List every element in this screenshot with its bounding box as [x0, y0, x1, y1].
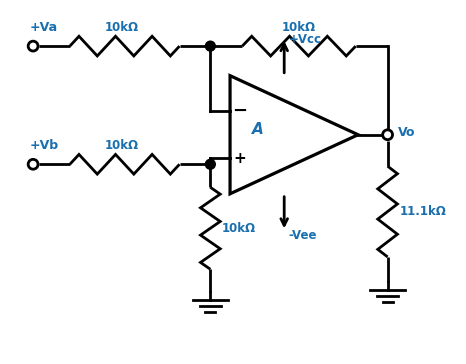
Text: 10kΩ: 10kΩ: [105, 21, 139, 34]
Text: +Vb: +Vb: [29, 139, 58, 153]
Text: Vo: Vo: [397, 126, 415, 139]
Text: 10kΩ: 10kΩ: [222, 222, 256, 235]
Text: 10kΩ: 10kΩ: [282, 21, 316, 34]
Text: −: −: [233, 102, 247, 120]
Text: +Va: +Va: [29, 21, 57, 34]
Text: +Vcc: +Vcc: [289, 33, 322, 46]
Text: A: A: [252, 122, 263, 137]
Text: 10kΩ: 10kΩ: [105, 139, 139, 153]
Text: 11.1kΩ: 11.1kΩ: [399, 205, 446, 218]
Circle shape: [206, 159, 215, 169]
Text: +: +: [233, 151, 246, 166]
Text: -Vee: -Vee: [288, 229, 316, 242]
Circle shape: [206, 41, 215, 51]
